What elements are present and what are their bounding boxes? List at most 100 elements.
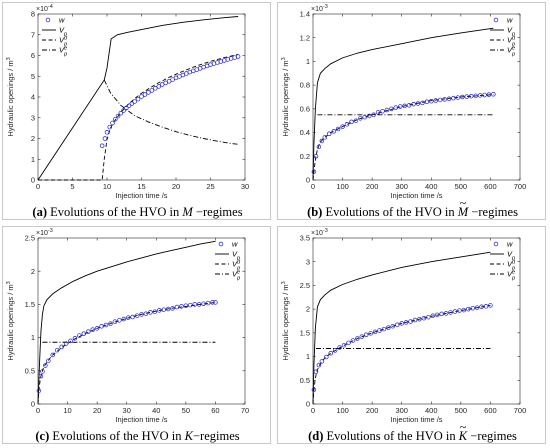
data-point-w [130, 314, 135, 320]
x-tick-label: 15 [137, 182, 145, 191]
data-point-w [424, 99, 430, 104]
data-point-w [99, 324, 104, 329]
caption-letter: (c) [35, 429, 50, 443]
data-point-w [161, 307, 166, 312]
data-point-w [390, 323, 396, 329]
data-point-w [72, 336, 78, 341]
legend-label-V_p: Vp [232, 250, 240, 262]
y-axis-label: Hydraulic openings / m3 [6, 281, 15, 360]
data-point-w [43, 363, 48, 368]
data-point-w [482, 92, 487, 98]
x-tick-label: 40 [152, 406, 160, 415]
y-tick-label: 5 [31, 72, 35, 81]
data-point-w [426, 314, 431, 320]
data-point-w [163, 80, 168, 86]
x-tick-label: 200 [366, 182, 379, 191]
data-point-w [384, 107, 390, 113]
data-point-w [213, 300, 218, 305]
data-point-w [399, 321, 404, 326]
data-point-w [316, 362, 322, 368]
y-tick-label: 2 [306, 305, 310, 314]
y-tick-label: 7 [31, 30, 35, 39]
data-point-w [142, 92, 148, 97]
data-point-w [474, 305, 480, 310]
data-point-w [196, 302, 202, 307]
x-tick-label: 0 [311, 406, 315, 415]
data-point-w [205, 300, 211, 306]
data-point-w [421, 315, 427, 321]
x-tick-label: 500 [455, 182, 468, 191]
y-tick-label: 1 [306, 352, 310, 361]
chart-c-svg: 0 10 20 30 40 50 60 70 0 0.5 1 1.5 2 2.5×10-3 Injectio… [6, 228, 249, 424]
data-point-w [170, 306, 175, 311]
data-point-w [455, 95, 461, 100]
caption-a: (a) Evolutions of the HVO in M −regimes [32, 205, 243, 219]
data-point-w [319, 138, 325, 144]
data-point-w [363, 332, 369, 338]
data-point-w [103, 322, 109, 328]
data-point-w [434, 312, 440, 318]
x-tick-label: 700 [514, 182, 527, 191]
data-point-w [311, 169, 317, 174]
data-point-w [36, 388, 42, 393]
data-point-w [429, 98, 434, 104]
y-tick-label: 0.2 [300, 152, 310, 161]
data-point-w [341, 342, 347, 348]
plot-area [312, 13, 521, 181]
chart-panel-c: 0 10 20 30 40 50 60 70 0 0.5 1 1.5 2 2.5 ×10-3 Injectio… [0, 224, 275, 448]
legend-swatch-w [45, 17, 51, 23]
data-point-w [313, 154, 319, 159]
y-tick-label: 2.5 [25, 234, 35, 243]
series-line-V_p-d [37, 301, 216, 405]
x-tick-label: 0 [36, 182, 40, 191]
data-point-w [143, 311, 149, 316]
y-tick-label: 0.5 [300, 376, 310, 385]
y-tick-label: 3 [31, 113, 35, 122]
data-point-w [102, 136, 108, 141]
data-point-w [452, 309, 458, 314]
legend-label-V_p-e: Ve p [507, 270, 515, 282]
data-point-w [107, 124, 113, 130]
data-point-w [393, 105, 399, 110]
x-tick-label: 100 [336, 182, 349, 191]
data-point-w [235, 54, 241, 59]
data-point-w [324, 354, 329, 360]
data-point-w [40, 369, 45, 374]
y-tick-label: 1.5 [25, 300, 35, 309]
data-point-w [316, 144, 322, 150]
x-tick-label: 300 [395, 406, 408, 415]
data-point-w [389, 106, 394, 112]
data-point-w [460, 94, 465, 100]
data-point-w [442, 97, 447, 102]
caption-symbol: K [184, 429, 193, 443]
series-line-V_p [312, 27, 494, 181]
data-point-w [415, 101, 421, 106]
data-point-w [132, 99, 137, 104]
data-point-w [406, 103, 412, 108]
legend-label-V_p-d: Vd p [59, 36, 68, 48]
data-point-w [461, 307, 467, 313]
data-point-w [395, 322, 400, 328]
y-tick-label: 1.5 [300, 328, 310, 337]
data-point-w [156, 308, 162, 313]
data-point-w [479, 304, 484, 310]
series-line-V_p-d [38, 54, 239, 181]
data-point-w [380, 108, 385, 114]
x-tick-label: 500 [455, 406, 468, 415]
data-point-w [375, 110, 381, 115]
x-tick-label: 30 [241, 182, 249, 191]
data-point-w [121, 316, 127, 322]
data-point-w [457, 308, 462, 313]
x-tick-label: 400 [425, 182, 438, 191]
caption-letter: (b) [307, 205, 323, 219]
chart-panel-b: 0 100 200 300 400 500 600 700 0 0.2 0.4 0.6 0.8 1 1.2 1… [275, 0, 550, 224]
data-point-w [121, 108, 126, 113]
data-point-w [54, 347, 60, 353]
chart-panel-a: 0 5 10 15 20 25 30 0 1 2 3 4 5 6 7 8 ×10-4 Injection time… [0, 0, 275, 224]
y-tick-label: 2 [31, 267, 35, 276]
data-point-w [412, 317, 418, 323]
y-axis-label: Hydraulic openings / m3 [281, 281, 290, 360]
series-line-V_p [312, 251, 491, 405]
data-point-w [50, 352, 56, 358]
x-tick-label: 10 [63, 406, 71, 415]
